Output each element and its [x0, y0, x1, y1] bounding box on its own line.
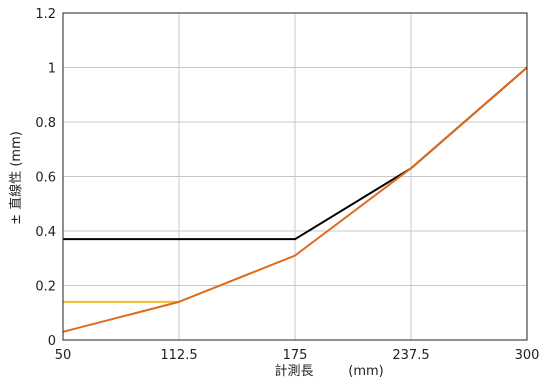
y-tick-label: 0.8	[35, 116, 56, 131]
x-tick-label: 112.5	[160, 348, 197, 363]
y-tick-label: 1.2	[35, 7, 56, 22]
grid-lines	[62, 12, 528, 341]
y-tick-label: 1	[48, 62, 56, 77]
x-tick-label: 300	[515, 348, 540, 363]
y-axis-title: ± 直線性 (mm)	[8, 131, 24, 225]
series-lines	[62, 66, 528, 333]
y-tick-label: 0.2	[35, 280, 56, 295]
series-line-3	[62, 66, 528, 333]
y-tick-labels: 0 0.2 0.4 0.6 0.8 1 1.2	[35, 7, 56, 349]
x-axis-title: 計測長	[274, 363, 313, 379]
x-tick-labels: 50 112.5 175 237.5 300	[55, 348, 540, 363]
x-tick-label: 175	[283, 348, 308, 363]
x-axis-unit: (mm)	[348, 364, 383, 379]
y-tick-label: 0.6	[35, 171, 56, 186]
y-tick-label: 0	[48, 334, 56, 349]
y-tick-label: 0.4	[35, 225, 56, 240]
x-tick-label: 237.5	[392, 348, 429, 363]
x-tick-label: 50	[55, 348, 72, 363]
plot-frame	[62, 12, 528, 341]
